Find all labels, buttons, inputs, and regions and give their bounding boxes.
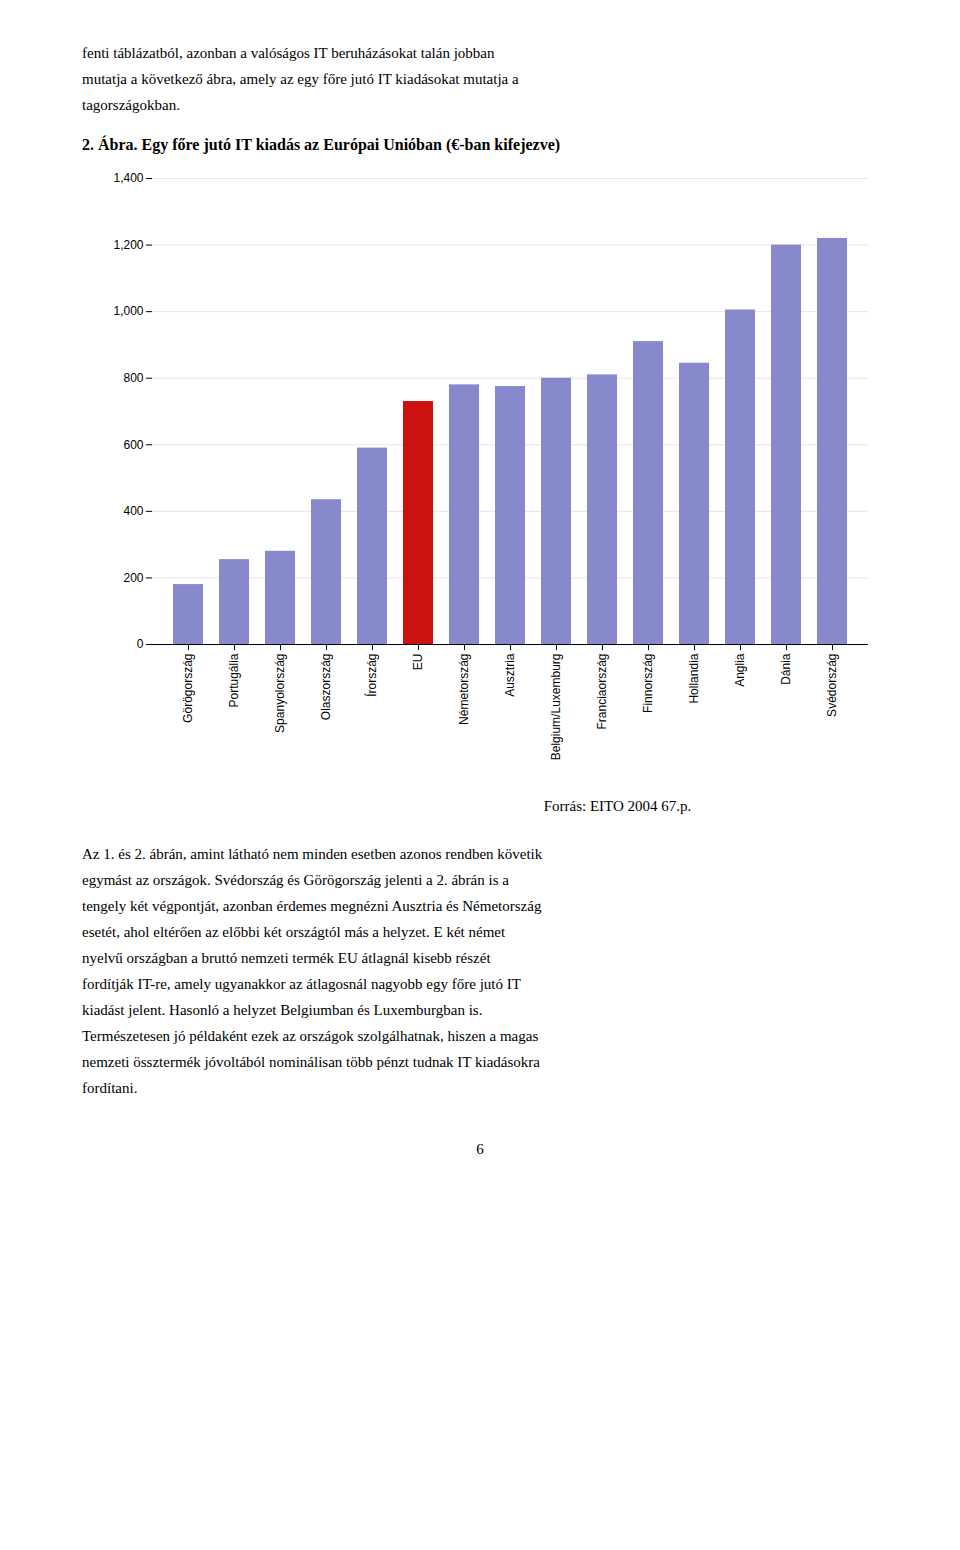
html-text:esetét, ahol eltérően az előbb: esetét, ahol eltérően az előbbi két orsz… [82,924,506,940]
html-text:Az 1. és 2. ábrán, amint látha: Az 1. és 2. ábrán, amint látható nem min… [82,846,543,862]
html-text:2. Ábra. Egy főre jutó IT kiad: 2. Ábra. Egy főre jutó IT kiadás az Euró… [82,136,561,153]
html-text:tagországokban.: tagországokban. [82,97,180,113]
svg-text:1,000: 1,000 [113,304,143,318]
html-text:Természetesen jó példaként eze: Természetesen jó példaként ezek az orszá… [82,1028,539,1044]
html-text:tengely két végpontját, azonba: tengely két végpontját, azonban érdemes … [82,898,542,914]
svg-text:Hollandia: Hollandia [687,653,701,703]
html-text:egymást az országok. Svédorszá: egymást az országok. Svédország és Görög… [82,872,509,888]
html-text:kiadást jelent. Hasonló a hely: kiadást jelent. Hasonló a helyzet Belgiu… [82,1002,483,1018]
html-text:6: 6 [476,1141,484,1157]
svg-text:Anglia: Anglia [733,653,747,687]
html-text:fordítják IT-re, amely ugyanak: fordítják IT-re, amely ugyanakkor az átl… [82,976,521,992]
svg-text:Belgium/Luxemburg: Belgium/Luxemburg [549,654,563,761]
html-text:nyelvű országban a bruttó nemz: nyelvű országban a bruttó nemzeti termék… [82,950,491,966]
svg-text:400: 400 [123,504,143,518]
svg-text:Spanyolország: Spanyolország [273,654,287,733]
svg-text:Franciaország: Franciaország [595,654,609,730]
svg-text:Ausztria: Ausztria [503,653,517,697]
svg-text:Portugália: Portugália [227,653,241,707]
svg-text:Olaszország: Olaszország [319,654,333,721]
svg-text:0: 0 [137,637,144,651]
html-text:nemzeti össztermék jóvoltából: nemzeti össztermék jóvoltából nominálisa… [82,1054,540,1070]
svg-text:EU: EU [411,654,425,671]
svg-text:Görögország: Görögország [181,654,195,723]
svg-text:600: 600 [123,438,143,452]
svg-text:1,400: 1,400 [113,171,143,185]
html-text:fordítani.: fordítani. [82,1080,138,1096]
svg-text:Németország: Németország [457,654,471,725]
svg-text:Finnország: Finnország [641,654,655,713]
svg-text:Svédország: Svédország [825,654,839,717]
svg-text:800: 800 [123,371,143,385]
svg-text:200: 200 [123,571,143,585]
svg-text:Írország: Írország [364,654,379,697]
svg-text:1,200: 1,200 [113,238,143,252]
html-text:mutatja a következő ábra, amel: mutatja a következő ábra, amely az egy f… [82,71,519,87]
html-text:Forrás: EITO 2004 67.p.: Forrás: EITO 2004 67.p. [543,798,692,814]
html-text:fenti táblázatból, azonban a v: fenti táblázatból, azonban a valóságos I… [82,45,495,61]
svg-text:Dánia: Dánia [779,653,793,685]
